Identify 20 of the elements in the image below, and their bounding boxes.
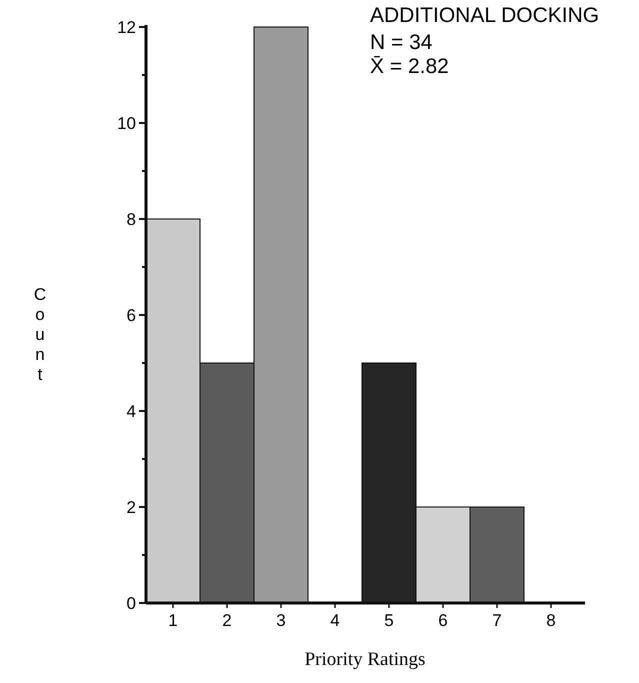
x-tick-label: 4 xyxy=(330,611,340,630)
y-tick-label: 6 xyxy=(126,306,136,325)
x-tick-label: 2 xyxy=(222,611,232,630)
annotation: X̄ = 2.82 xyxy=(370,55,449,78)
y-tick-label: 12 xyxy=(117,18,136,37)
y-tick-label: 2 xyxy=(126,498,136,517)
annotation: N = 34 xyxy=(370,31,433,54)
y-tick-label: 10 xyxy=(117,114,136,133)
chart-title: ADDITIONAL DOCKING xyxy=(370,4,600,27)
y-axis-title: Count xyxy=(34,285,46,384)
x-tick-label: 5 xyxy=(384,611,394,630)
y-tick-label: 8 xyxy=(126,210,136,229)
x-tick-label: 6 xyxy=(438,611,448,630)
y-tick-label: 0 xyxy=(126,594,136,613)
x-axis-title: Priority Ratings xyxy=(304,649,426,670)
y-tick-label: 4 xyxy=(126,402,136,421)
x-tick-label: 1 xyxy=(168,611,178,630)
x-tick-label: 3 xyxy=(276,611,286,630)
x-tick-label: 8 xyxy=(546,611,556,630)
x-tick-label: 7 xyxy=(492,611,502,630)
